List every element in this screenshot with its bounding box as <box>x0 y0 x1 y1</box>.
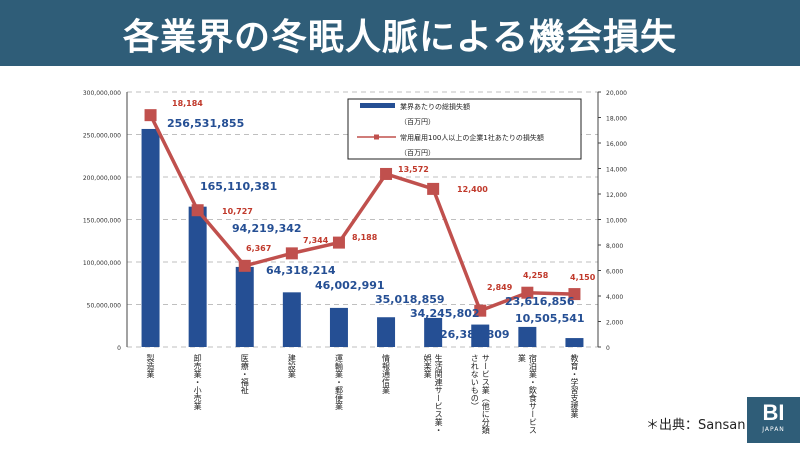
line-data-label: 4,258 <box>523 271 549 280</box>
line-data-label: 13,572 <box>398 165 429 174</box>
bar-data-label: 26,387,809 <box>440 328 510 341</box>
legend-bar-unit: （百万円） <box>400 118 435 126</box>
left-axis-tick-label: 100,000,000 <box>83 260 121 267</box>
line-series <box>148 114 575 313</box>
bar <box>141 128 160 347</box>
line-marker <box>380 167 393 180</box>
bar-data-label: 10,505,541 <box>515 312 585 325</box>
title-bar: 各業界の冬眠人脈による機会損失 <box>0 0 800 66</box>
right-axis-tick-label: 0 <box>606 345 610 352</box>
source-note: ＊出典：Sansan <box>646 418 746 433</box>
logo-sub: JAPAN <box>762 426 785 433</box>
legend-line-unit: （百万円） <box>400 149 435 157</box>
bar-data-label: 23,616,856 <box>505 295 575 308</box>
left-axis-tick-label: 300,000,000 <box>83 90 121 97</box>
line-marker <box>474 304 487 317</box>
line-data-label: 12,400 <box>457 185 488 194</box>
legend-bar-swatch <box>360 103 395 108</box>
right-axis-tick-label: 4,000 <box>606 294 623 301</box>
bar <box>282 292 301 347</box>
legend-box <box>347 98 582 160</box>
left-axis-tick-label: 150,000,000 <box>83 218 121 225</box>
right-axis-tick-label: 12,000 <box>606 192 627 199</box>
right-axis-tick-label: 8,000 <box>606 243 623 250</box>
line-marker <box>238 259 251 272</box>
line-marker <box>521 286 534 299</box>
bar-data-label: 256,531,855 <box>167 117 244 130</box>
right-axis-tick-label: 6,000 <box>606 269 623 276</box>
bar <box>329 307 348 347</box>
line-data-label: 6,367 <box>246 244 271 253</box>
line-data-label: 2,849 <box>487 283 513 292</box>
bar <box>377 317 396 347</box>
line-marker <box>144 109 157 122</box>
bar <box>424 317 443 347</box>
page-title: 各業界の冬眠人脈による機会損失 <box>123 17 677 58</box>
line-data-label: 18,184 <box>172 99 203 108</box>
line-data-label: 7,344 <box>303 236 329 245</box>
line-marker <box>332 236 345 249</box>
logo-main: BI <box>762 400 785 425</box>
right-axis-tick-label: 16,000 <box>606 141 627 148</box>
line-data-label: 8,188 <box>352 233 378 242</box>
line-data-label: 4,150 <box>570 273 596 282</box>
bar <box>235 266 254 347</box>
right-axis-tick-label: 14,000 <box>606 167 627 174</box>
bar-data-label: 64,318,214 <box>266 264 336 277</box>
legend-line-marker <box>374 134 379 140</box>
line-data-label: 10,727 <box>222 207 253 216</box>
bar-data-label: 46,002,991 <box>315 279 385 292</box>
left-axis-tick-label: 200,000,000 <box>83 175 121 182</box>
right-axis-tick-label: 2,000 <box>606 320 623 327</box>
right-axis-tick-label: 10,000 <box>606 218 627 225</box>
left-axis-tick-label: 50,000,000 <box>87 303 122 310</box>
bar-data-label: 94,219,342 <box>232 222 302 235</box>
bar-data-label: 35,018,859 <box>375 293 445 306</box>
legend-bar-label: 業界あたりの総損失額 <box>400 102 470 111</box>
bar-data-label: 34,245,802 <box>410 307 480 320</box>
legend-line-label: 常用雇用100人以上の企業1社あたりの損失額 <box>400 133 544 142</box>
left-axis-tick-label: 0 <box>117 345 121 352</box>
bar <box>471 324 490 347</box>
line-marker <box>191 204 204 217</box>
right-axis-tick-label: 20,000 <box>606 90 627 97</box>
bi-japan-logo: BI JAPAN <box>747 397 800 443</box>
bar <box>565 338 584 347</box>
right-axis-tick-label: 18,000 <box>606 116 627 123</box>
left-axis-tick-label: 250,000,000 <box>83 133 121 140</box>
bar <box>188 206 207 347</box>
bar <box>518 326 537 347</box>
line-marker <box>427 182 440 195</box>
bar-data-label: 165,110,381 <box>200 180 277 193</box>
line-marker <box>568 288 581 301</box>
line-marker <box>285 247 298 260</box>
